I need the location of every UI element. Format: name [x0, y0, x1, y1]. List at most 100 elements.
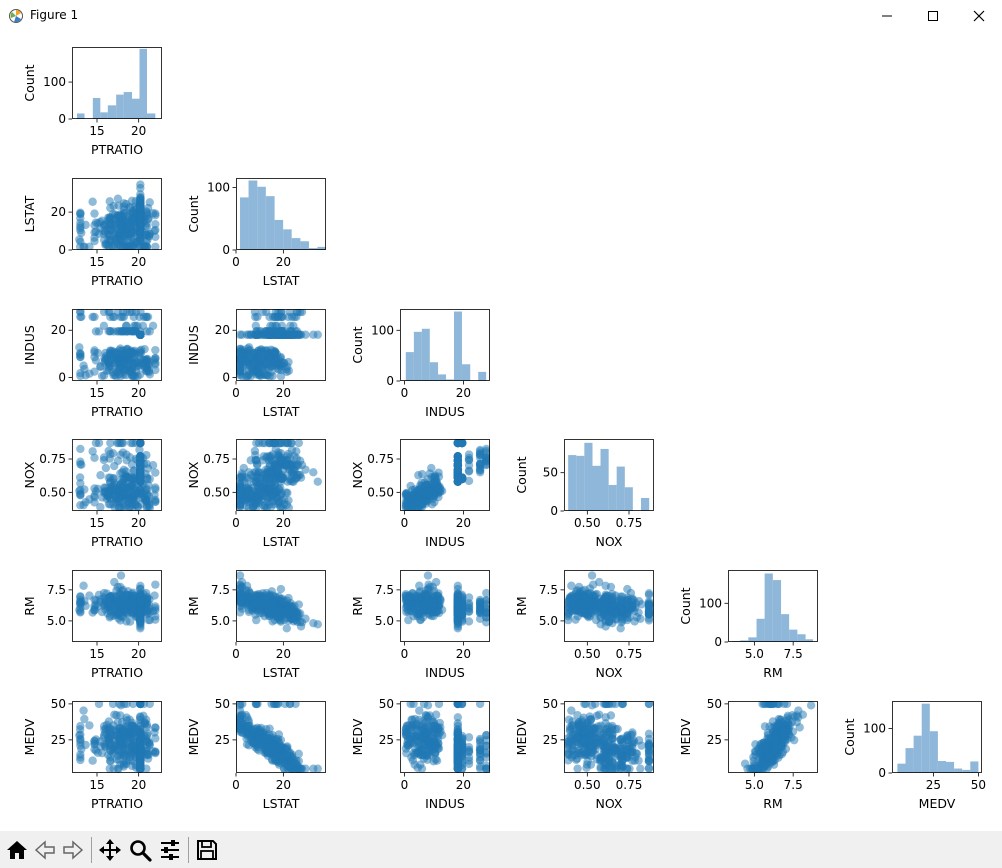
- close-button[interactable]: [956, 0, 1002, 31]
- scatter-point: [418, 612, 428, 622]
- scatter-point: [275, 456, 284, 465]
- minimize-button[interactable]: [864, 0, 910, 31]
- y-tick-label: 100: [207, 180, 230, 194]
- scatter-point: [242, 330, 252, 339]
- scatter-point: [274, 448, 283, 457]
- scatter-point: [90, 346, 99, 355]
- x-tick-label: 20: [131, 778, 146, 792]
- x-tick-label: 20: [131, 647, 146, 661]
- scatter-point: [236, 701, 245, 709]
- scatter-point: [275, 744, 284, 754]
- scatter-point: [150, 591, 159, 600]
- scatter-point: [453, 465, 463, 474]
- scatter-point: [282, 365, 291, 374]
- hist-bar: [300, 241, 309, 250]
- hist-bar: [139, 48, 147, 119]
- scatter-point: [151, 723, 160, 733]
- x-axis-label: PTRATIO: [91, 404, 143, 419]
- scatter-point: [120, 474, 129, 484]
- scatter-point: [276, 584, 286, 594]
- x-tick-label: 20: [276, 516, 291, 530]
- scatter-point: [136, 581, 145, 591]
- scatter-point: [433, 591, 443, 600]
- scatter-point: [90, 352, 99, 362]
- scatter-point: [236, 706, 245, 715]
- scatter-point: [116, 701, 126, 710]
- scatter-point: [117, 599, 127, 608]
- scatter-point: [238, 717, 247, 727]
- scatter-point: [127, 227, 137, 236]
- scatter-point: [475, 453, 485, 462]
- scatter-point: [128, 701, 138, 709]
- scatter-point: [611, 607, 620, 617]
- scatter-point: [284, 312, 293, 322]
- scatter-point: [574, 582, 584, 592]
- scatter-point: [96, 362, 105, 371]
- axes-frame: [564, 439, 654, 511]
- y-tick-label: 0: [714, 635, 722, 649]
- scatter-point: [93, 484, 103, 493]
- scatter-point: [286, 476, 295, 486]
- x-axis-label: NOX: [596, 534, 623, 549]
- scatter-point: [90, 209, 99, 218]
- scatter-point: [136, 183, 145, 193]
- scatter-point: [482, 612, 490, 622]
- scatter-point: [262, 733, 271, 743]
- scatter-point: [262, 593, 271, 602]
- scatter-point: [301, 614, 310, 623]
- x-tick-label: 20: [131, 255, 146, 269]
- scatter-point: [108, 701, 118, 709]
- scatter-point: [632, 612, 642, 622]
- scatter-point: [79, 361, 88, 370]
- scatter-point: [118, 612, 128, 622]
- x-tick-label: 15: [89, 778, 104, 792]
- scatter-point: [88, 447, 97, 456]
- scatter-point: [287, 750, 297, 759]
- window-title: Figure 1: [30, 8, 79, 22]
- scatter-point: [458, 439, 467, 448]
- x-axis-label: INDUS: [425, 665, 465, 680]
- scatter-point: [143, 357, 153, 367]
- scatter-point: [136, 473, 145, 482]
- axes-frame: [72, 439, 162, 511]
- scatter-point: [584, 612, 593, 622]
- y-tick-label: 20: [51, 205, 66, 219]
- scatter-point: [144, 491, 154, 501]
- scatter-point: [136, 764, 145, 773]
- hist-bar: [308, 248, 318, 250]
- x-tick-label: 15: [89, 647, 104, 661]
- scatter-point: [143, 474, 152, 484]
- scatter-point: [274, 365, 284, 374]
- hist-bar: [454, 311, 462, 381]
- y-tick-label: 0: [222, 370, 230, 384]
- scatter-point: [99, 321, 109, 330]
- scatter-point: [280, 701, 290, 709]
- hist-bar: [600, 448, 609, 511]
- scatter-point: [142, 312, 151, 322]
- scatter-point: [120, 752, 129, 761]
- scatter-point: [423, 480, 432, 489]
- scatter-point: [475, 606, 485, 615]
- maximize-button[interactable]: [910, 0, 956, 31]
- scatter-point: [136, 713, 145, 722]
- scatter-point: [482, 588, 490, 598]
- scatter-point: [97, 371, 107, 381]
- y-tick-label: 7.5: [539, 583, 558, 597]
- scatter-point: [129, 312, 138, 322]
- scatter-point: [644, 599, 654, 608]
- figure-canvas[interactable]: 15 20 0 100 PTRATIO Count 15 20 0 20 PTRATIO LSTAT 0…: [0, 31, 1002, 831]
- y-tick-label: 0.50: [367, 485, 394, 499]
- scatter-point: [266, 599, 275, 608]
- scatter-point: [601, 593, 610, 602]
- scatter-point: [116, 711, 125, 720]
- x-tick-label: 15: [89, 516, 104, 530]
- scatter-point: [262, 327, 271, 336]
- scatter-point: [458, 593, 467, 602]
- scatter-point: [127, 594, 137, 603]
- y-tick-label: 100: [371, 323, 394, 337]
- scatter-point: [301, 465, 310, 474]
- y-axis-label: RM: [514, 596, 529, 615]
